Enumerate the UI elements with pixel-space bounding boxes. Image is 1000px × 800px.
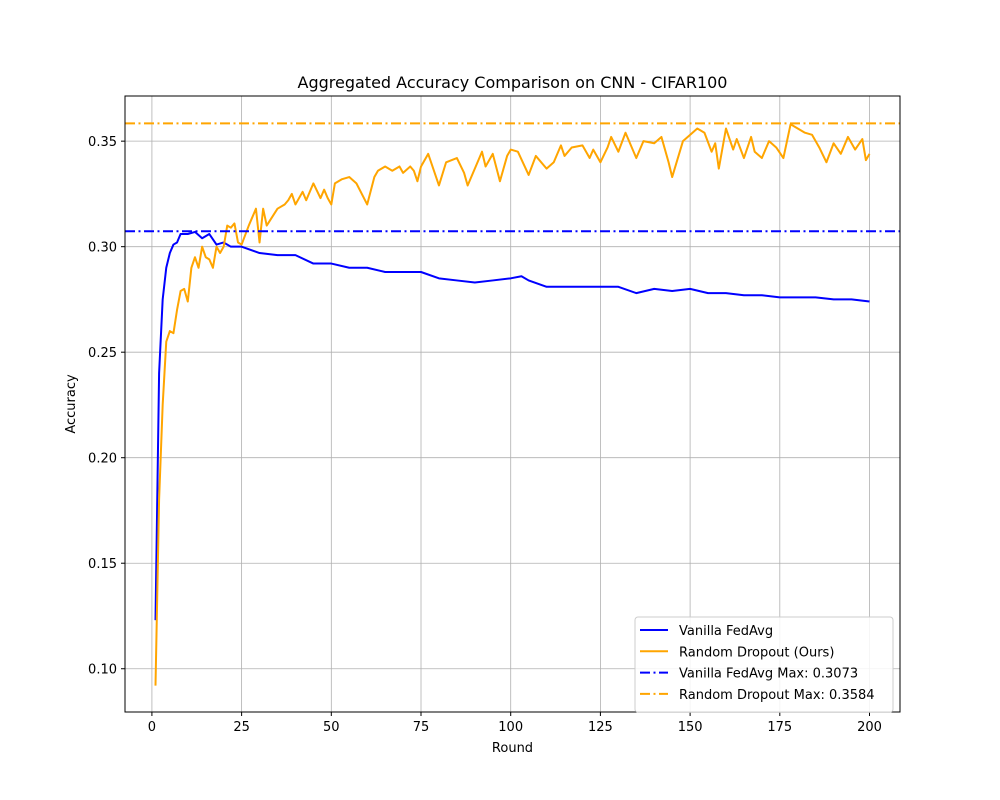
y-tick-label: 0.10	[88, 663, 117, 678]
x-tick-label: 0	[148, 720, 156, 735]
series-line	[154, 123, 871, 686]
x-tick-label: 175	[767, 720, 792, 735]
y-tick-label: 0.35	[88, 135, 117, 150]
x-tick-label: 200	[857, 720, 882, 735]
tick-layer: 0 25 50 75 100 125 150 175 200 0.10 0.15 0.20 0.25 0.…	[88, 135, 882, 735]
legend: Vanilla FedAvg Random Dropout (Ours) Vanil…	[634, 616, 894, 713]
x-tick-label: 50	[323, 720, 340, 735]
x-tick-label: 75	[413, 720, 430, 735]
x-tick-label: 100	[498, 720, 523, 735]
legend-label: Vanilla FedAvg	[679, 624, 773, 639]
legend-label: Random Dropout Max: 0.3584	[679, 688, 875, 703]
legend-label: Vanilla FedAvg Max: 0.3073	[679, 667, 858, 682]
plot-frame	[124, 95, 901, 713]
x-tick-label: 150	[678, 720, 703, 735]
y-tick-label: 0.30	[88, 241, 117, 256]
series-line	[154, 230, 870, 621]
y-tick-label: 0.20	[88, 452, 117, 467]
y-axis-label: Accuracy	[64, 374, 79, 434]
x-axis-label: Round	[492, 741, 533, 756]
legend-label: Random Dropout (Ours)	[679, 645, 834, 660]
y-tick-label: 0.15	[88, 557, 117, 572]
y-tick-label: 0.25	[88, 346, 117, 361]
chart-title: Aggregated Accuracy Comparison on CNN - …	[298, 73, 728, 92]
series-layer	[125, 122, 900, 686]
x-tick-label: 125	[588, 720, 613, 735]
x-tick-label: 25	[233, 720, 250, 735]
legend-box	[634, 616, 894, 713]
